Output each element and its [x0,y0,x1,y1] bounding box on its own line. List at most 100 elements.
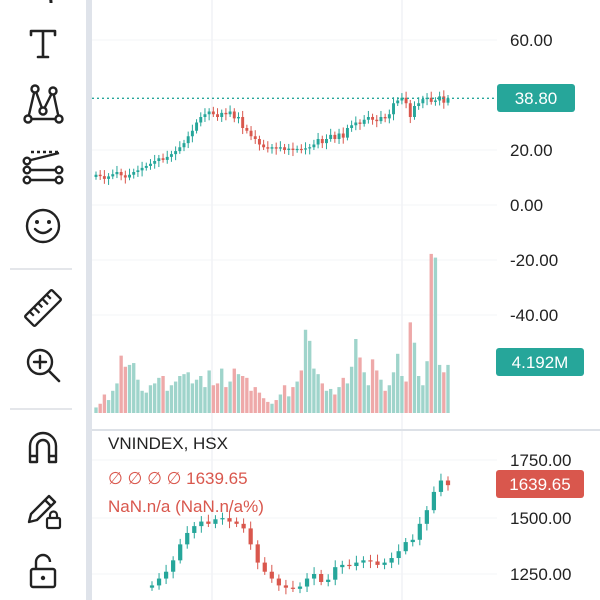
volume-bar [383,390,387,413]
candle [283,147,287,150]
candle [199,117,203,123]
candle [266,147,270,149]
volume-bar [295,381,299,413]
text-tool[interactable] [18,20,68,70]
brush-tool[interactable] [18,0,68,22]
chart-area[interactable]: 60.00 20.00 0.00 -20.00 -40.00 38.80 4.1… [92,0,600,600]
volume-bar [337,387,341,413]
volume-bar [266,401,270,413]
candle [371,117,375,120]
candle [347,564,352,567]
candle [345,128,349,138]
symbol-title[interactable]: VNINDEX, HSX [108,434,228,453]
candle [185,532,190,545]
volume-bar [236,374,241,413]
emoji-tool[interactable] [18,203,68,253]
candle [232,111,236,119]
xabcd-pattern-icon [21,81,65,130]
candle [326,579,331,582]
candle [136,170,140,172]
candle [94,174,98,177]
candle [98,174,102,177]
volume-bar [203,387,207,413]
candle [433,100,437,102]
volume-bar [190,383,195,413]
candle [102,176,106,179]
candle [255,544,260,563]
volume-bar [157,377,161,413]
volume-bar [412,342,417,413]
volume-bar [215,383,220,413]
draw-lock-tool[interactable] [18,487,68,537]
candle [224,112,228,115]
volume-bar [320,383,324,413]
volume-bar [148,385,153,413]
candle [408,103,412,117]
magnet-icon [21,426,65,475]
candle [228,111,232,115]
candle [278,147,282,149]
candle [404,97,408,104]
candle [417,523,422,540]
candle [128,174,131,178]
chart-canvas[interactable]: 60.00 20.00 0.00 -20.00 -40.00 38.80 4.1… [92,0,600,600]
candle [311,574,317,579]
candle [299,148,303,151]
volume-bar [194,379,199,413]
volume-badge-text: 4.192M [512,353,569,372]
candle [375,119,379,122]
volume-bar [115,383,119,413]
y-axis-label: 1500.00 [510,509,571,528]
volume-bar [220,368,224,413]
candle [153,161,157,164]
volume-bar [345,383,350,413]
candle [161,158,165,160]
candle [431,491,437,511]
volume-bar [224,387,228,413]
candle [325,139,328,144]
measure-tool[interactable] [18,285,68,335]
zoom-tool[interactable] [18,342,68,392]
candle [333,134,337,139]
candle [438,480,444,492]
volume-bar [232,368,236,413]
ohlc-legend: ∅ ∅ ∅ ∅ 1639.65 [108,469,248,488]
candle [119,172,123,176]
magnet-tool[interactable] [18,425,68,475]
candle [375,561,380,565]
candle [169,154,173,157]
volume-bar [178,376,182,413]
volume-bar [140,390,144,413]
volume-bar [312,368,316,413]
candle [257,139,261,145]
candle [308,147,312,149]
lower-price-badge [496,470,584,498]
candle [276,578,281,586]
candle [438,96,442,101]
volume-bar [106,400,111,413]
volume-bar [358,357,362,413]
volume-bar [425,361,429,413]
candle [297,586,303,589]
brush-icon [21,0,65,22]
volume-bar [391,372,396,413]
candle [171,560,176,572]
candle [383,117,387,119]
candle [195,122,199,131]
candle [354,122,358,126]
volume-bar [387,385,392,413]
pencil-lock-icon [21,488,65,537]
candle [304,578,310,587]
pattern-tool[interactable] [18,80,68,130]
candle [248,528,253,545]
candle [319,574,324,582]
zoom-in-icon [21,343,65,392]
fib-tool[interactable] [18,143,68,193]
candle [216,114,219,117]
fib-levels-icon [21,144,65,193]
volume-bar [299,370,304,413]
candle [234,521,239,524]
volume-bar [173,381,178,413]
candle [241,523,246,529]
lock-tool[interactable] [18,548,68,598]
